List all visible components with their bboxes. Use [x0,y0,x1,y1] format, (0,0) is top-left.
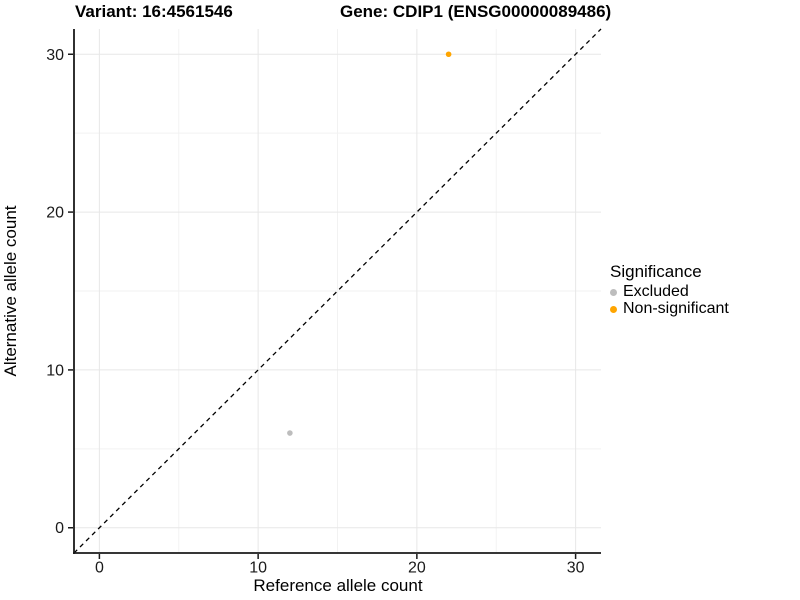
y-tick-label: 30 [46,47,64,64]
y-tick-label: 0 [55,520,64,537]
significance-legend: Significance Excluded Non-significant [610,262,729,317]
legend-dot-icon [610,288,617,296]
legend-item: Non-significant [610,301,729,317]
data-point-non-significant [445,51,452,58]
legend-item-label: Non-significant [623,300,729,317]
legend-dot-icon [610,305,617,313]
x-tick-label: 10 [249,560,267,577]
x-tick-label: 0 [95,560,104,577]
legend-item: Excluded [610,284,729,300]
data-point-excluded [287,430,293,436]
y-tick-label: 10 [46,362,64,379]
legend-title: Significance [610,262,702,281]
x-tick-label: 20 [408,560,426,577]
y-tick-label: 20 [46,205,64,222]
x-tick-label: 30 [567,560,585,577]
variant-title: Variant: 16:4561546 [75,2,233,21]
x-axis-title: Reference allele count [253,576,423,595]
y-axis-title: Alternative allele count [1,205,20,377]
legend-item-label: Excluded [623,283,689,300]
gene-title: Gene: CDIP1 (ENSG00000089486) [340,2,612,21]
